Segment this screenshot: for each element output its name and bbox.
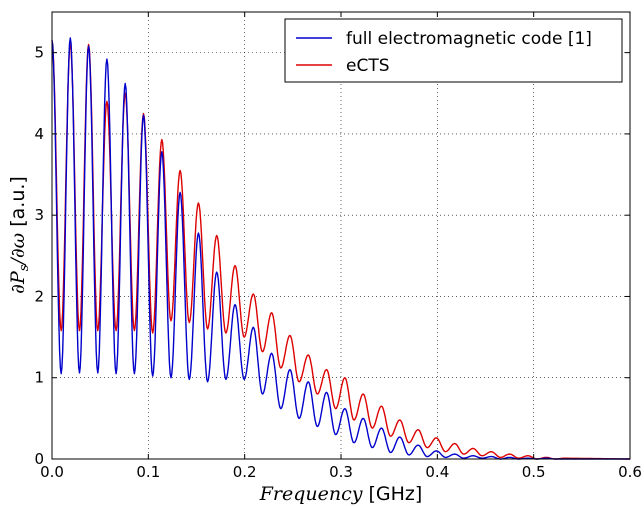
ticks: 0.0 0.1 0.2 0.3 0.4 0.5 0.6 0 1 2 3 4 5 [34,12,642,481]
x-tick-label: 0.3 [329,463,353,481]
y-tick-label: 2 [34,287,44,305]
legend-box [284,18,623,83]
y-tick-label: 3 [34,206,44,224]
y-axis-label-math: ∂P [7,270,29,294]
y-axis-label-subscript: s [17,264,32,271]
x-axis-label: Frequency [GHz] [259,483,423,505]
x-tick-label: 0.5 [522,463,546,481]
x-tick-label: 0.0 [40,463,64,481]
legend: full electromagnetic code [1] eCTS [284,18,623,83]
x-axis-label-math: Frequency [259,483,363,505]
y-axis-label-math-rest: /∂ω [7,233,29,267]
y-tick-label: 5 [34,44,44,62]
legend-label-full-em: full electromagnetic code [1] [346,29,592,49]
series-line-full-em [51,37,630,460]
y-tick-label: 0 [34,450,44,468]
y-axis-label-unit: [a.u.] [7,176,29,233]
x-tick-label: 0.2 [233,463,257,481]
y-tick-label: 4 [34,125,44,143]
y-tick-label: 1 [34,369,44,387]
y-axis-label: ∂Ps/∂ω [a.u.] [7,176,32,294]
legend-label-ects: eCTS [346,56,390,76]
x-tick-label: 0.6 [618,463,642,481]
x-tick-label: 0.4 [425,463,449,481]
series-lines [51,37,630,460]
x-tick-label: 0.1 [136,463,160,481]
x-axis-label-unit: [GHz] [362,483,422,505]
